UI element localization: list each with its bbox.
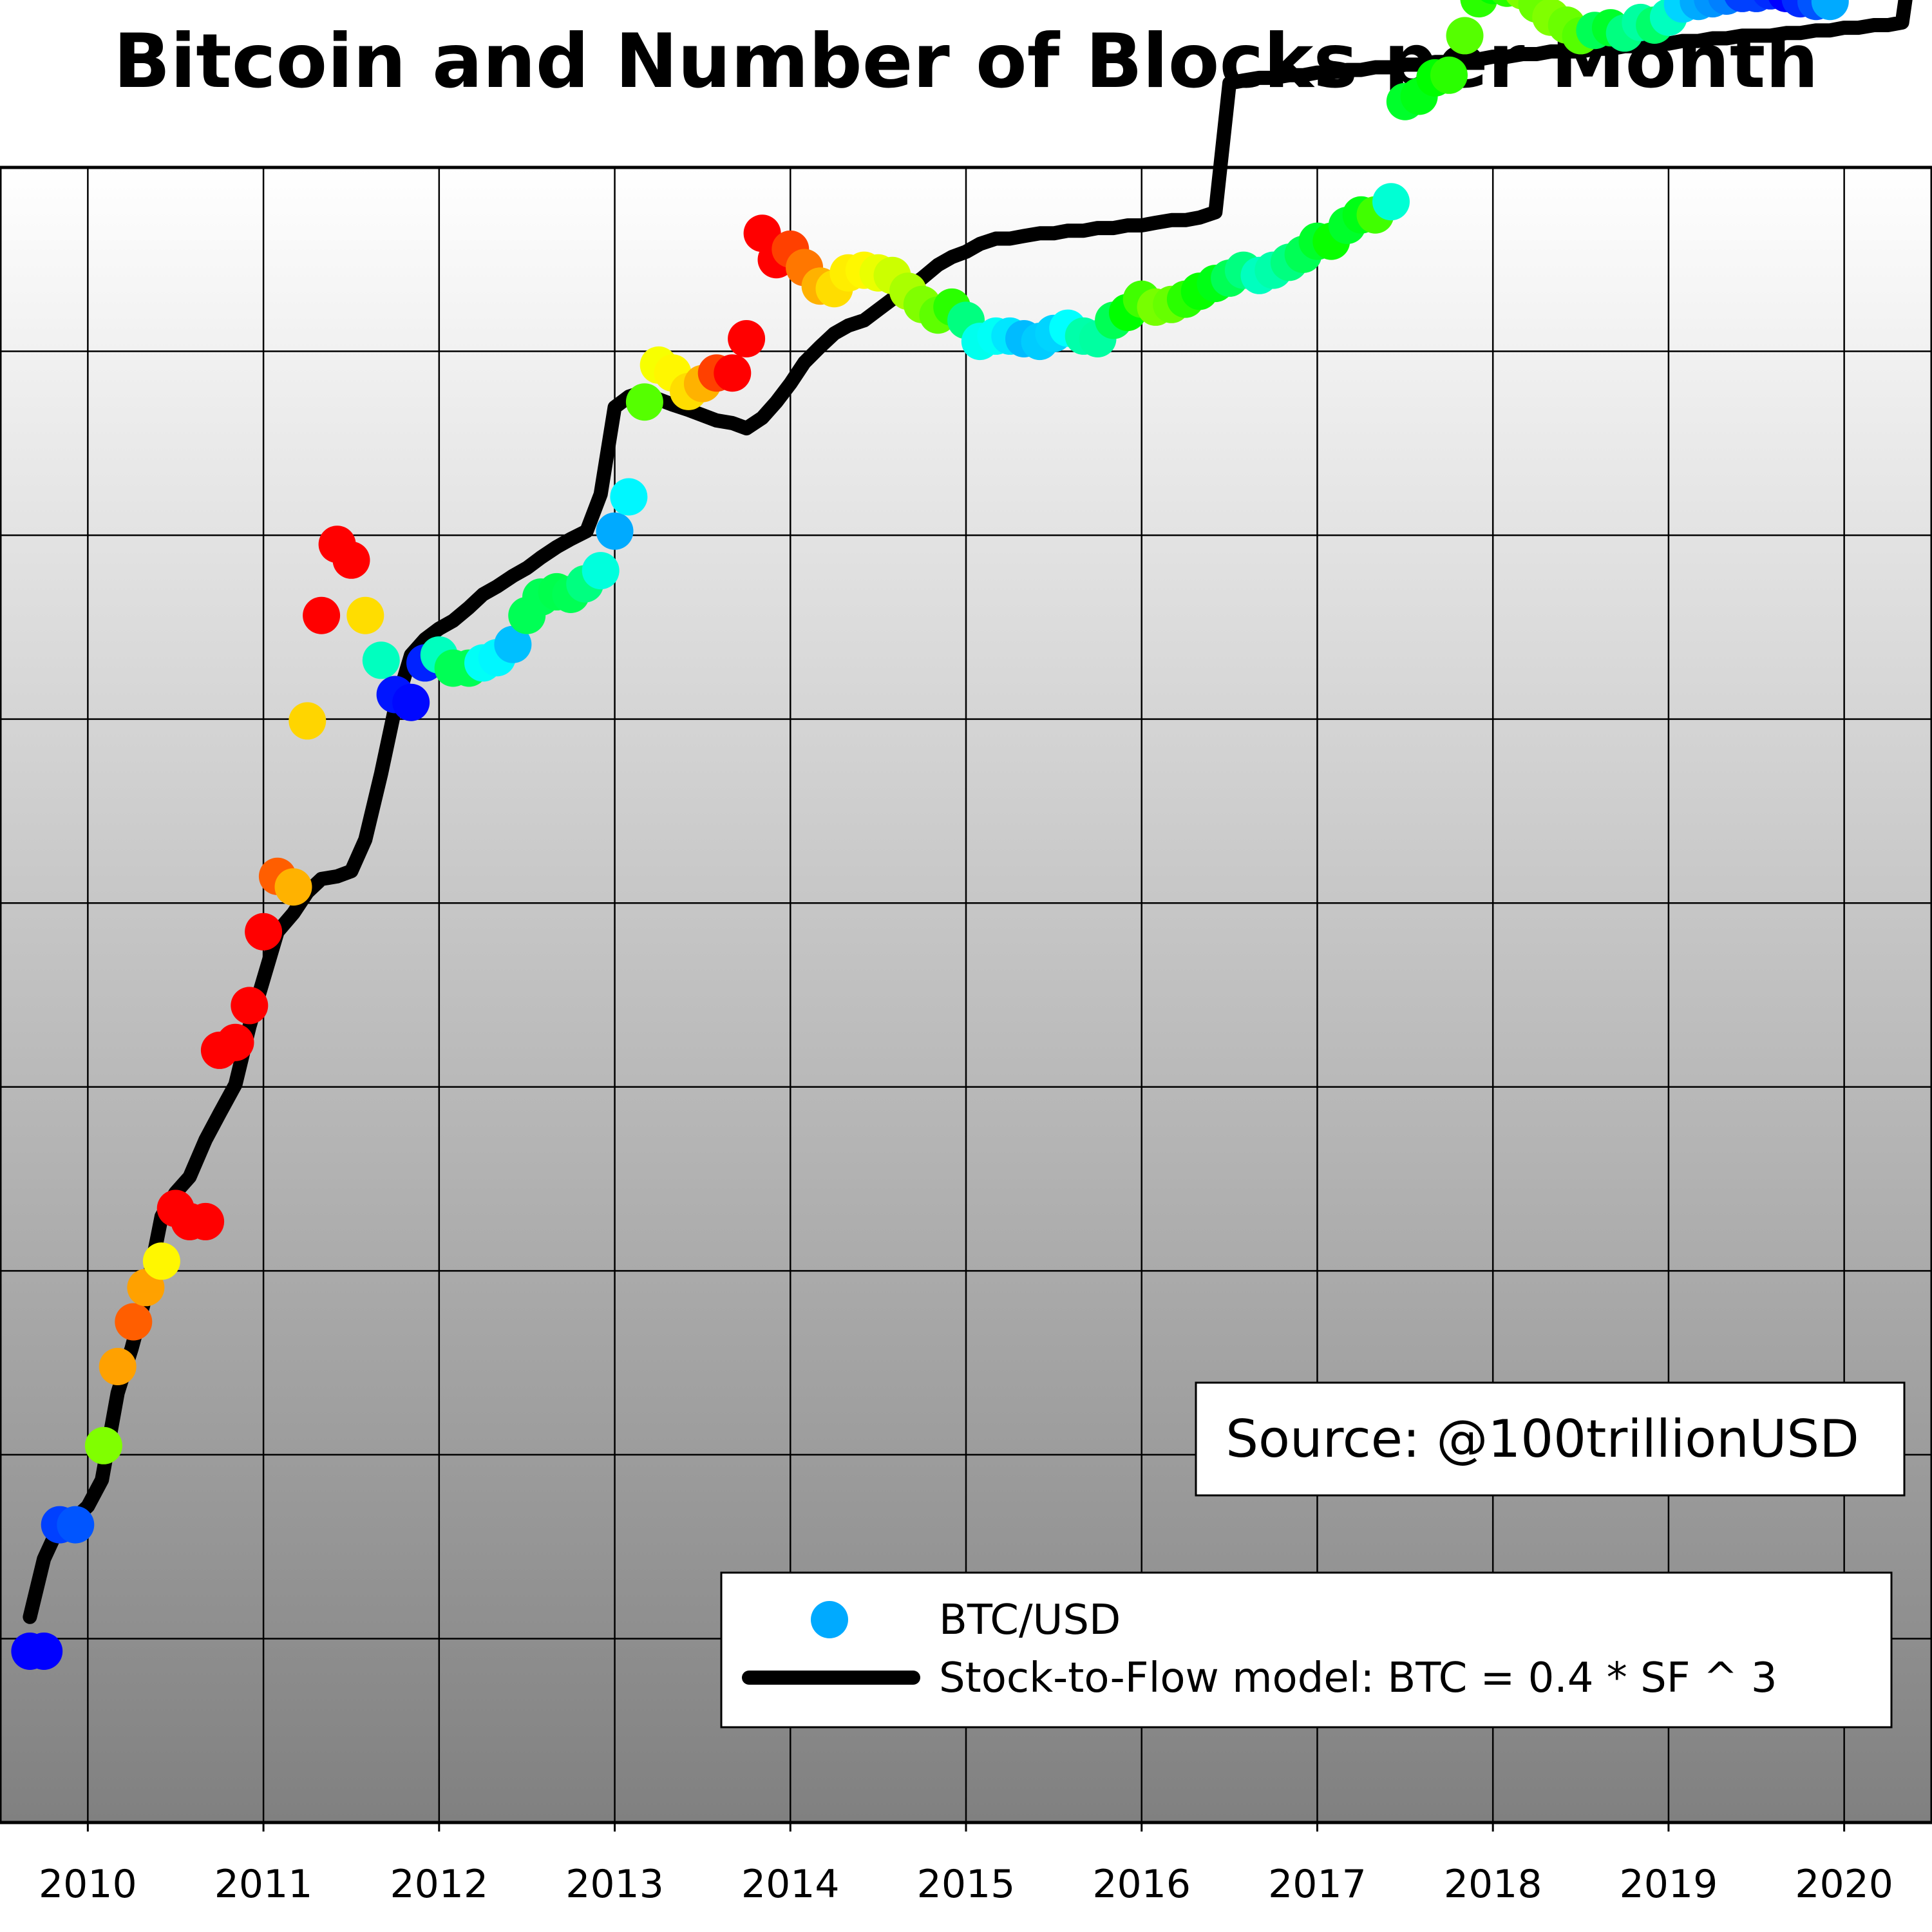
legend: BTC/USD Stock-to-Flow model: BTC = 0.4 *… — [720, 1571, 1893, 1728]
btc-price-point — [303, 596, 341, 634]
btc-price-point — [245, 913, 283, 951]
chart-title: Bitcoin and Number of Blocks per Month — [113, 18, 1819, 105]
btc-price-point — [99, 1348, 137, 1385]
legend-marker-btc — [811, 1601, 848, 1638]
btc-price-point — [187, 1202, 225, 1240]
btc-price-point — [84, 1426, 122, 1464]
btc-price-point — [1811, 0, 1849, 21]
btc-price-point — [392, 683, 430, 721]
btc-price-point — [216, 1023, 254, 1061]
x-tick-label: 2015 — [917, 1862, 1016, 1907]
x-tick-label: 2014 — [741, 1862, 840, 1907]
x-tick-label: 2012 — [390, 1862, 488, 1907]
x-tick-label: 2013 — [565, 1862, 664, 1907]
btc-price-point — [494, 625, 532, 663]
legend-label-sf: Stock-to-Flow model: BTC = 0.4 * SF ^ 3 — [939, 1654, 1777, 1702]
btc-price-point — [582, 552, 620, 590]
x-tick-label: 2018 — [1444, 1862, 1542, 1907]
x-tick-label: 2010 — [39, 1862, 137, 1907]
btc-price-point — [289, 702, 327, 740]
x-axis: 2010 2011 2012 2013 2014 2015 2016 2017 2018 2019… — [39, 1823, 1893, 1907]
btc-price-point — [332, 541, 370, 579]
btc-price-point — [274, 868, 312, 906]
btc-price-point — [625, 383, 663, 421]
btc-price-point — [346, 596, 384, 634]
x-tick-label: 2017 — [1268, 1862, 1367, 1907]
btc-price-point — [362, 641, 400, 679]
x-tick-label: 2020 — [1795, 1862, 1893, 1907]
x-tick-label: 2011 — [214, 1862, 313, 1907]
btc-price-point — [714, 354, 752, 392]
source-note: Source: @100trillionUSD — [1195, 1381, 1906, 1497]
btc-price-point — [1460, 0, 1498, 18]
legend-label-btc: BTC/USD — [939, 1596, 1121, 1644]
btc-price-point — [1446, 17, 1484, 55]
source-box — [1195, 1381, 1906, 1497]
btc-price-point — [1372, 183, 1410, 221]
x-tick-label: 2016 — [1092, 1862, 1191, 1907]
x-tick-label: 2019 — [1620, 1862, 1718, 1907]
legend-box — [720, 1571, 1893, 1728]
btc-price-point — [610, 478, 648, 516]
btc-price-point — [1430, 56, 1468, 94]
btc-price-point — [596, 512, 634, 550]
btc-price-point — [142, 1242, 180, 1280]
btc-price-point — [25, 1633, 63, 1670]
btc-price-point — [231, 987, 269, 1025]
btc-usd-series — [11, 0, 1849, 1670]
btc-price-point — [115, 1303, 153, 1341]
btc-price-point — [728, 320, 766, 357]
source-text: Source: @100trillionUSD — [1226, 1409, 1859, 1469]
btc-price-point — [57, 1506, 95, 1544]
